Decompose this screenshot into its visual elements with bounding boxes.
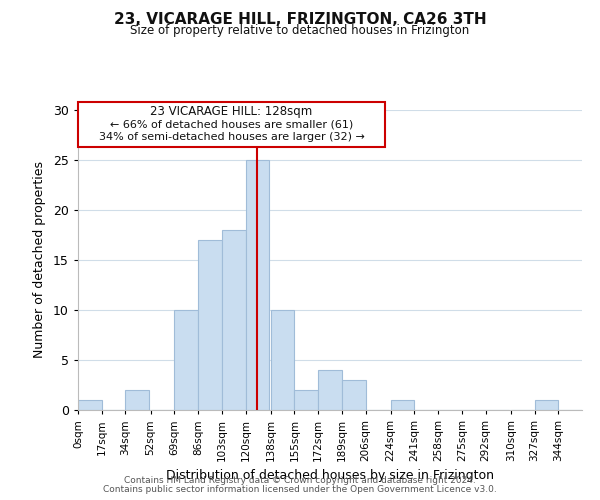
Bar: [271, 310, 295, 410]
Text: Contains HM Land Registry data © Crown copyright and database right 2024.: Contains HM Land Registry data © Crown c…: [124, 476, 476, 485]
Bar: [78, 102, 385, 147]
Bar: [222, 230, 245, 410]
Text: Contains public sector information licensed under the Open Government Licence v3: Contains public sector information licen…: [103, 485, 497, 494]
Text: Size of property relative to detached houses in Frizington: Size of property relative to detached ho…: [130, 24, 470, 37]
Bar: [295, 390, 318, 410]
Text: 34% of semi-detached houses are larger (32) →: 34% of semi-detached houses are larger (…: [98, 132, 365, 142]
Bar: [175, 310, 198, 410]
Bar: [391, 400, 415, 410]
Bar: [535, 400, 558, 410]
Bar: [342, 380, 365, 410]
Bar: [125, 390, 149, 410]
Bar: [318, 370, 342, 410]
Text: ← 66% of detached houses are smaller (61): ← 66% of detached houses are smaller (61…: [110, 120, 353, 130]
Y-axis label: Number of detached properties: Number of detached properties: [33, 162, 46, 358]
Bar: [78, 400, 102, 410]
Text: 23 VICARAGE HILL: 128sqm: 23 VICARAGE HILL: 128sqm: [151, 106, 313, 118]
Bar: [198, 240, 222, 410]
Text: 23, VICARAGE HILL, FRIZINGTON, CA26 3TH: 23, VICARAGE HILL, FRIZINGTON, CA26 3TH: [113, 12, 487, 28]
Bar: [245, 160, 269, 410]
X-axis label: Distribution of detached houses by size in Frizington: Distribution of detached houses by size …: [166, 470, 494, 482]
